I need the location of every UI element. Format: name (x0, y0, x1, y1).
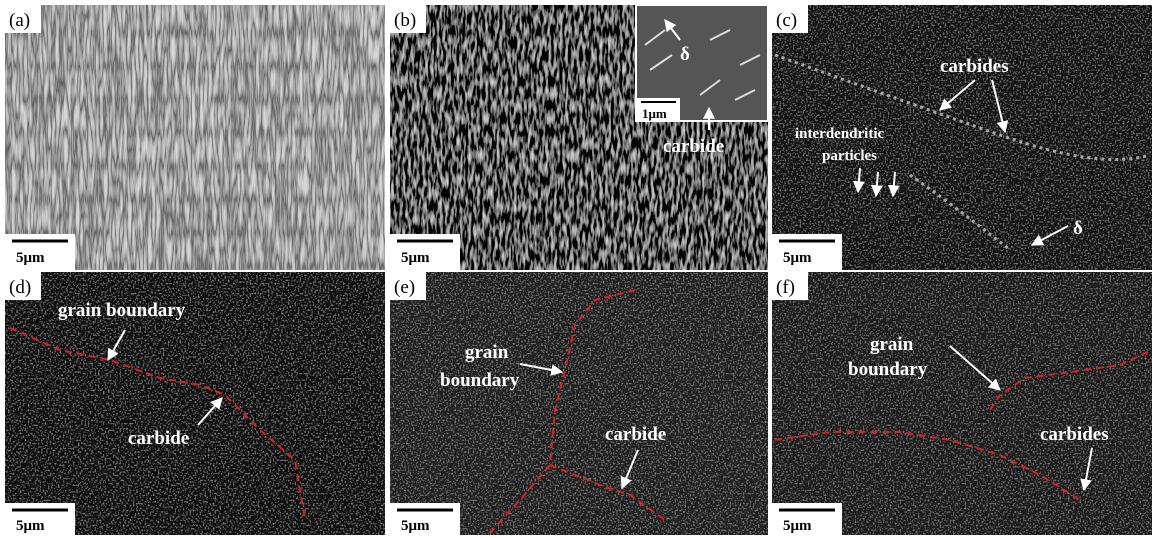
inset-label: δ (680, 44, 690, 65)
inset-scale-label: 1μm (642, 106, 667, 121)
micrograph-texture (390, 272, 768, 535)
annotation: boundary (848, 359, 928, 380)
annotation: grain (870, 334, 914, 355)
annotation: grain (465, 342, 509, 363)
annotation: carbides (1040, 424, 1109, 445)
panel-b: δ 1μm carbide (b) 5μm (390, 5, 768, 270)
scale-label: 5μm (401, 250, 430, 266)
micrograph-texture (772, 272, 1152, 535)
annotation: boundary (440, 370, 520, 391)
panel-label: (b) (394, 10, 416, 31)
scale-label: 5μm (16, 250, 45, 266)
annotation: particles (822, 148, 877, 164)
panel-a: (a) 5μm (5, 5, 385, 270)
scale-label: 5μm (783, 250, 812, 266)
micrograph-texture (5, 5, 385, 270)
annotation: carbide (663, 136, 724, 157)
panel-label: (e) (394, 277, 415, 298)
panel-label: (c) (776, 10, 797, 31)
annotation: δ (1073, 218, 1083, 239)
annotation: carbides (940, 56, 1009, 77)
scale-label: 5μm (16, 518, 45, 534)
annotation: carbide (605, 424, 666, 445)
annotation: carbide (128, 428, 189, 449)
panel-d: grain boundary carbide (d) 5μm (5, 272, 385, 535)
scale-label: 5μm (401, 518, 430, 534)
panel-c: carbides interdendritic particles δ (c) … (772, 5, 1152, 270)
panel-label: (d) (9, 277, 31, 298)
figure: (a) 5μm δ 1μm carbide (b) 5μm carbides i… (0, 0, 1155, 538)
panel-f: grain boundary carbides (f) 5μm (772, 272, 1152, 535)
panel-label: (f) (776, 277, 795, 298)
annotation: interdendritic (795, 126, 884, 142)
panel-e: grain boundary carbide (e) 5μm (390, 272, 768, 535)
annotation: grain boundary (58, 300, 186, 321)
panel-label: (a) (9, 10, 30, 31)
scale-label: 5μm (783, 518, 812, 534)
